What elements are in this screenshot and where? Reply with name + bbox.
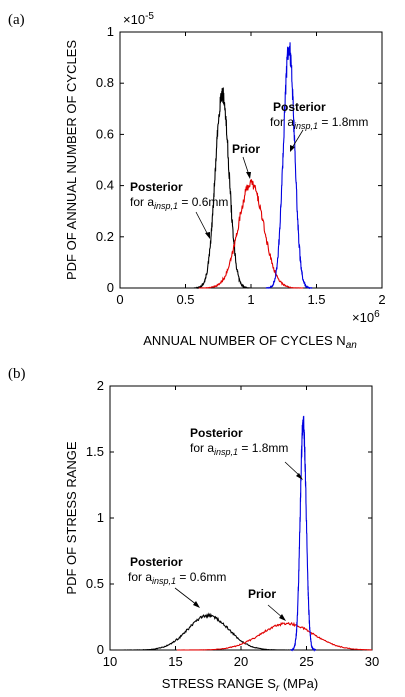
panel-a-x-axis-label: ANNUAL NUMBER OF CYCLES Nan bbox=[143, 333, 357, 351]
svg-text:Posterior: Posterior bbox=[130, 180, 183, 194]
panel-a-y-axis-label: PDF OF ANNUAL NUMBER OF CYCLES bbox=[64, 40, 79, 280]
svg-text:Prior: Prior bbox=[232, 142, 260, 156]
x-tick-label: 10 bbox=[103, 654, 117, 669]
panel-a-plot-frame bbox=[119, 31, 383, 289]
svg-text:Posterior: Posterior bbox=[273, 100, 326, 114]
panel-a-annotation-posterior-0.6: Posterior for ainsp,1 = 0.6mm bbox=[130, 180, 228, 239]
panel-a-label: (a) bbox=[8, 12, 25, 28]
panel-b-y-axis-label: PDF OF STRESS RANGE bbox=[64, 441, 79, 594]
svg-text:Posterior: Posterior bbox=[130, 555, 183, 569]
x-tick-label: 30 bbox=[365, 654, 379, 669]
x-tick-label: 20 bbox=[234, 654, 248, 669]
y-tick-label: 1.5 bbox=[86, 444, 104, 459]
svg-text:for ainsp,1 = 1.8mm: for ainsp,1 = 1.8mm bbox=[270, 115, 368, 131]
y-tick-label: 0 bbox=[97, 642, 104, 657]
panel-b-x-axis-label: STRESS RANGE Sr (MPa) bbox=[162, 676, 318, 694]
y-tick-label: 0.5 bbox=[86, 576, 104, 591]
svg-text:Posterior: Posterior bbox=[190, 426, 243, 440]
panel-a-annotation-prior: Prior bbox=[232, 142, 260, 179]
x-tick-label: 1.5 bbox=[307, 292, 325, 307]
svg-text:for ainsp,1 = 0.6mm: for ainsp,1 = 0.6mm bbox=[130, 195, 228, 211]
y-tick-label: 1 bbox=[107, 24, 114, 39]
x-tick-label: 2 bbox=[378, 292, 385, 307]
x-tick-label: 0 bbox=[116, 292, 123, 307]
x-tick-label: 1 bbox=[247, 292, 254, 307]
series-line bbox=[265, 42, 313, 290]
panel-b-annotation-posterior-1.8: Posterior for ainsp,1 = 1.8mm bbox=[190, 426, 303, 480]
panel-b-x-ticks: 10 15 20 25 30 bbox=[103, 386, 379, 669]
panel-a-y-ticks: 0 0.2 0.4 0.6 0.8 1 bbox=[96, 24, 382, 295]
y-tick-label: 0 bbox=[107, 280, 114, 295]
y-tick-label: 0.6 bbox=[96, 126, 114, 141]
panel-b-annotation-posterior-0.6: Posterior for ainsp,1 = 0.6mm bbox=[128, 555, 226, 608]
series-line bbox=[122, 612, 294, 651]
panel-a-series bbox=[193, 42, 313, 290]
svg-text:Prior: Prior bbox=[248, 587, 276, 601]
y-tick-label: 0.4 bbox=[96, 178, 114, 193]
svg-text:for ainsp,1 = 1.8mm: for ainsp,1 = 1.8mm bbox=[190, 441, 288, 457]
series-line bbox=[176, 621, 373, 651]
series-line bbox=[290, 415, 317, 652]
panel-a-x-ticks: 0 0.5 1 1.5 2 bbox=[116, 32, 386, 307]
panel-b-label: (b) bbox=[8, 366, 26, 382]
x-tick-label: 0.5 bbox=[176, 292, 194, 307]
panel-b-series bbox=[122, 415, 373, 652]
y-tick-label: 2 bbox=[97, 378, 104, 393]
y-tick-label: 0.8 bbox=[96, 75, 114, 90]
y-tick-label: 0.2 bbox=[96, 229, 114, 244]
svg-text:for ainsp,1 = 0.6mm: for ainsp,1 = 0.6mm bbox=[128, 570, 226, 586]
panel-b-y-ticks: 0 0.5 1 1.5 2 bbox=[86, 378, 372, 657]
series-line bbox=[198, 179, 304, 289]
y-tick-label: 1 bbox=[97, 510, 104, 525]
x-tick-label: 15 bbox=[168, 654, 182, 669]
panel-a-annotation-posterior-1.8: Posterior for ainsp,1 = 1.8mm bbox=[270, 100, 368, 152]
panel-a: (a) 0 0.5 1 1.5 2 00.20.40.60.81 ×10-5 ×106 … bbox=[8, 11, 386, 351]
panel-b-annotation-prior: Prior bbox=[248, 587, 286, 621]
series-line bbox=[193, 87, 252, 290]
panel-a-y-multiplier: ×10-5 bbox=[123, 11, 154, 27]
x-tick-label: 25 bbox=[299, 654, 313, 669]
panel-b: (b) 10 15 20 25 30 0 0.5 1 1.5 2 STRESS RANGE Sr… bbox=[8, 366, 379, 694]
panel-a-x-multiplier: ×106 bbox=[352, 309, 380, 325]
